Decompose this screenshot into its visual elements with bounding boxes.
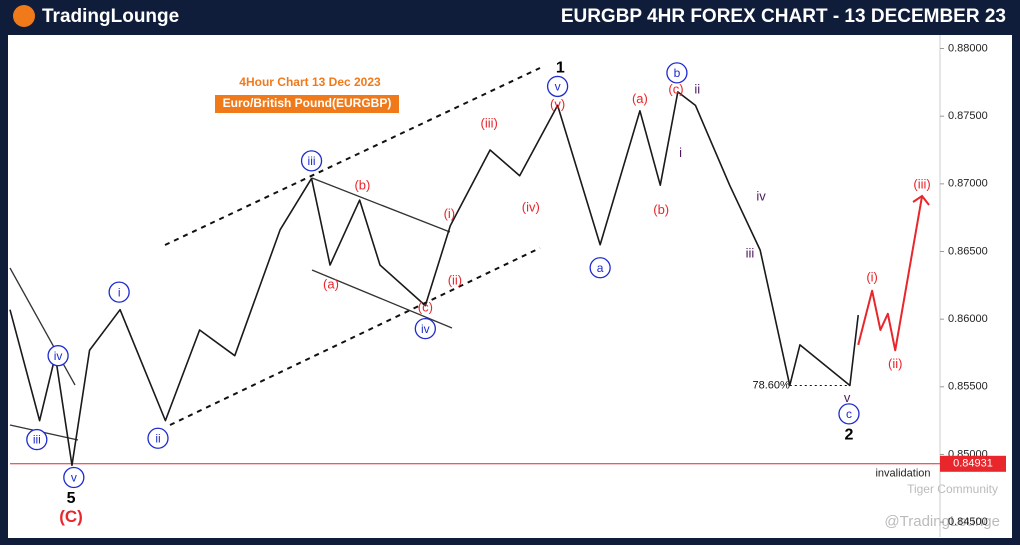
y-tick-label: 0.85500 [948,381,988,393]
wave-label: iv [54,349,63,363]
y-tick-label: 0.88000 [948,42,988,54]
chart-title: EURGBP 4HR FOREX CHART - 13 DECEMBER 23 [561,6,1006,27]
wave-label: (C) [59,507,83,526]
wave-circle [147,427,169,449]
wave-circle [589,257,611,279]
wave-label: (b) [354,178,370,193]
wave-label: (c) [668,82,683,97]
wave-label: a [597,261,604,275]
subtitle: 4Hour Chart 13 Dec 2023 [239,75,381,89]
wave-label: v [555,80,561,94]
invalidation-label: invalidation [875,468,930,480]
wave-label: (iii) [480,115,497,130]
wave-label: (i) [444,206,456,221]
channel [164,67,541,426]
projection-line [857,195,924,352]
wave-label: iii [746,245,755,260]
wave-label: (b) [653,202,669,217]
wave-circle [26,428,48,451]
wave-label: (i) [866,270,878,285]
wave-label: (c) [418,299,433,314]
wave-circle [63,466,85,489]
wave-label: iv [421,322,430,336]
wave-circle [546,75,569,98]
wave-circle [300,150,323,172]
y-tick-label: 0.84500 [948,516,988,528]
wave-label: c [846,407,852,421]
wave-label: b [674,66,681,80]
price-line [9,91,860,467]
wave-label: i [118,285,121,299]
wave-label: v [71,471,77,485]
wave-label: i [679,145,682,160]
watermark: Tiger Community [907,482,998,496]
wave-label: 1 [556,60,565,77]
wave-label: ii [155,431,160,445]
y-tick-label: 0.87000 [948,178,988,190]
subtitle2: Euro/British Pound(EURGBP) [223,96,392,110]
logo: TradingLounge [42,6,179,27]
wave-label: (iii) [913,176,930,191]
wave-circle [838,403,860,425]
subtitle-box [215,95,399,113]
wave-label: 5 [67,490,76,507]
logo-icon [13,5,35,27]
y-tick-label: 0.86000 [948,313,988,325]
y-tick-label: 0.86500 [948,245,988,257]
chart-area [8,35,1012,538]
wave-circle [108,281,130,303]
y-tick-label: 0.87500 [948,110,988,122]
wave-label: (v) [550,96,565,111]
fib-label: 78.60% [752,379,790,391]
wave-label: iii [308,154,316,168]
wave-label: (iv) [522,199,540,214]
wave-label: (a) [632,91,648,106]
wave-label: (ii) [888,356,902,371]
invalidation-box [940,455,1006,472]
wave-label: 2 [845,426,854,443]
arrow-head [912,194,930,206]
wave-circle [666,62,688,84]
wave-label: (ii) [448,272,462,287]
wave-circle [47,345,69,367]
wave-label: v [844,390,851,405]
wave-label: (a) [323,276,339,291]
invalidation-value: 0.84931 [953,458,993,470]
wave-label: iv [756,188,766,203]
wave-label: iii [33,433,41,447]
wave-label: ii [694,82,700,97]
watermark: @TradingLounge [884,513,1000,530]
wave-circle [414,317,436,340]
